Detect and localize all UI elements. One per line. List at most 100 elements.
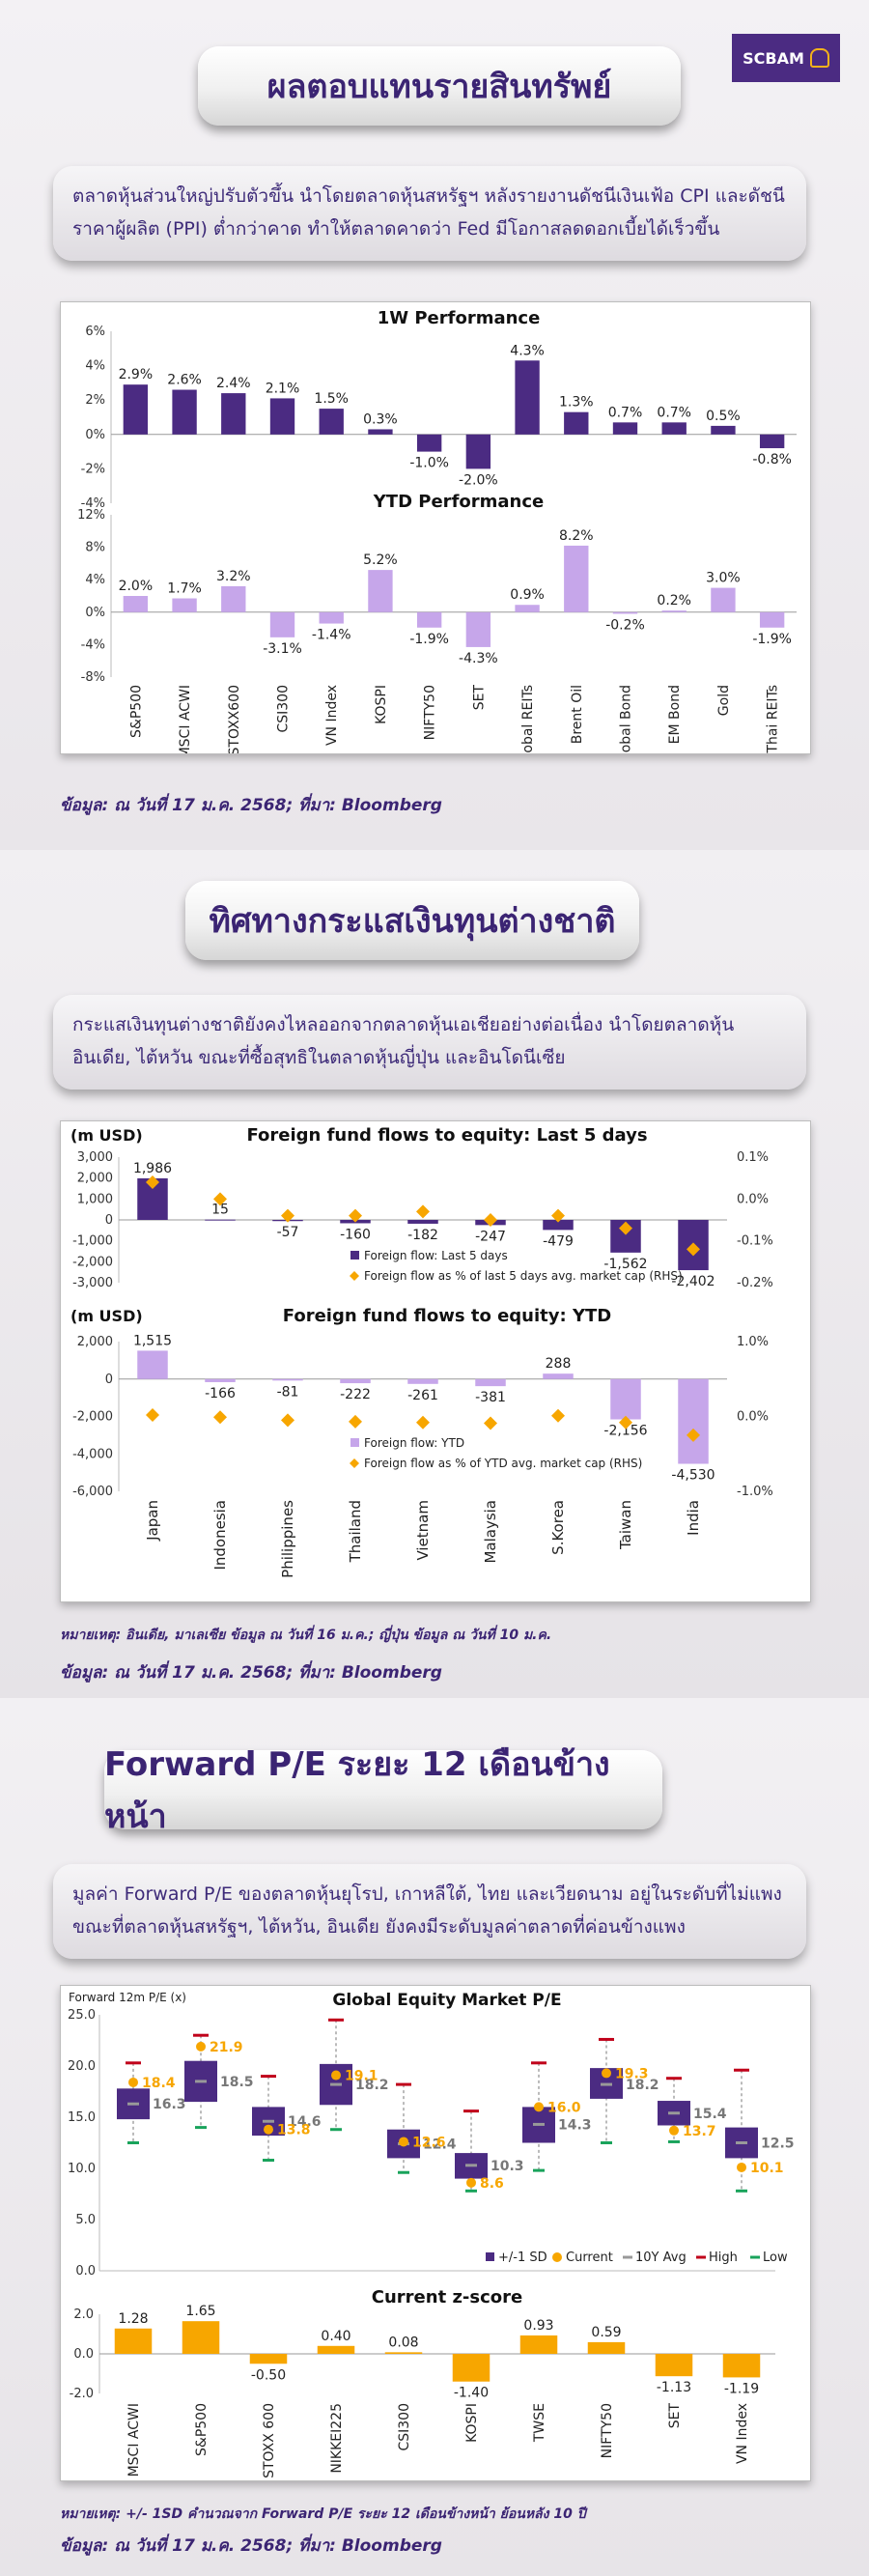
- legend-entry: Foreign flow as % of YTD avg. market cap…: [364, 1457, 642, 1470]
- bar: [416, 611, 442, 628]
- y-tick-label: 1,000: [77, 1192, 113, 1206]
- unit-label: (m USD): [70, 1307, 143, 1325]
- logo-mark-icon: [809, 48, 829, 68]
- pct-marker: [213, 1410, 227, 1425]
- y-tick-label: 2.0: [73, 2307, 94, 2322]
- bar: [182, 2321, 220, 2354]
- bar: [221, 585, 246, 612]
- data-label: 0.59: [591, 2325, 621, 2340]
- data-label: -160: [340, 1227, 371, 1242]
- pct-marker: [281, 1208, 294, 1223]
- legend-entry: High: [709, 2250, 738, 2265]
- current-marker: [264, 2124, 273, 2135]
- data-label: -1.19: [724, 2381, 759, 2396]
- y-tick-label: 25.0: [68, 2008, 96, 2023]
- data-label: -3.1%: [263, 641, 302, 657]
- bar: [515, 360, 540, 435]
- data-label: -2.0%: [459, 472, 498, 488]
- pct-marker: [416, 1415, 430, 1430]
- data-label: 1,515: [133, 1333, 172, 1348]
- current-marker: [737, 2162, 746, 2172]
- scbam-logo: SCBAM: [732, 34, 840, 82]
- section-3-summary: มูลค่า Forward P/E ของตลาดหุ้นยุโรป, เกา…: [53, 1864, 806, 1959]
- section-1-source: ข้อมูล: ณ วันที่ 17 ม.ค. 2568; ที่มา: Bl…: [60, 796, 442, 815]
- current-marker: [669, 2125, 679, 2136]
- category-label: Thai REITs: [766, 685, 781, 753]
- pct-marker: [146, 1175, 159, 1189]
- section-2-note: หมายเหตุ: อินเดีย, มาเลเซีย ข้อมูล ณ วัน…: [60, 1628, 552, 1643]
- category-label: S&P500: [128, 685, 144, 738]
- legend-entry: 10Y Avg: [635, 2250, 687, 2265]
- bar: [269, 611, 295, 637]
- data-label: 5.2%: [363, 552, 398, 568]
- data-label: 1.28: [118, 2311, 148, 2327]
- data-label: -2,402: [671, 1274, 715, 1289]
- pct-marker: [551, 1408, 565, 1423]
- bar: [368, 570, 393, 612]
- bar: [205, 1219, 236, 1221]
- y2-tick-label: 0.1%: [737, 1150, 769, 1165]
- data-label: -1.13: [657, 2380, 691, 2395]
- pct-marker: [416, 1204, 430, 1219]
- chart-title: YTD Performance: [373, 492, 544, 512]
- unit-label: (m USD): [70, 1126, 143, 1145]
- current-marker: [466, 2177, 476, 2188]
- category-label: Japan: [144, 1500, 161, 1542]
- category-label: Malaysia: [482, 1500, 499, 1564]
- category-label: S&P500: [194, 2403, 210, 2456]
- data-label: 8.2%: [559, 528, 594, 544]
- avg-label: 18.2: [626, 2078, 659, 2093]
- pct-marker: [349, 1208, 362, 1223]
- category-label: Global REITs: [520, 685, 536, 753]
- y2-tick-label: -0.1%: [737, 1234, 773, 1249]
- pct-marker: [687, 1428, 700, 1442]
- data-label: 1.7%: [167, 581, 202, 597]
- bar: [465, 434, 491, 469]
- bar: [564, 411, 589, 435]
- y-tick-label: 2%: [85, 393, 105, 408]
- y-tick-label: 0.0: [75, 2264, 96, 2279]
- y-tick-label: 0.0: [73, 2347, 94, 2362]
- current-marker: [128, 2077, 138, 2087]
- data-label: -1.9%: [752, 632, 792, 647]
- y-tick-label: 4%: [85, 359, 105, 374]
- data-label: 2.6%: [167, 373, 202, 388]
- data-label: 0.7%: [657, 405, 691, 420]
- y-tick-label: -4%: [81, 637, 105, 652]
- avg-label: 16.3: [153, 2097, 186, 2112]
- data-label: -81: [277, 1384, 299, 1400]
- category-label: Vietnam: [414, 1500, 432, 1561]
- y-tick-label: -4,000: [72, 1447, 113, 1461]
- y-tick-label: 0: [105, 1373, 113, 1387]
- y-tick-label: 0: [105, 1213, 113, 1228]
- category-label: VN Index: [324, 685, 340, 746]
- avg-label: 18.2: [355, 2078, 389, 2093]
- y-tick-label: -3,000: [72, 1276, 113, 1290]
- legend-entry: Low: [763, 2250, 788, 2265]
- bar: [205, 1378, 236, 1382]
- legend-marker: [350, 1458, 359, 1468]
- bar: [269, 398, 295, 435]
- y-tick-label: 6%: [85, 325, 105, 339]
- category-label: India: [685, 1500, 702, 1536]
- bar: [515, 605, 540, 612]
- section-2-title-text: ทิศทางกระแสเงินทุนต่างชาติ: [209, 902, 616, 941]
- data-label: -381: [475, 1390, 506, 1405]
- chart-title: Foreign fund flows to equity: YTD: [283, 1306, 611, 1326]
- bar: [661, 422, 687, 435]
- legend-swatch: [486, 2252, 494, 2261]
- data-label: -4.3%: [459, 651, 498, 666]
- category-label: NIFTY50: [423, 685, 438, 740]
- data-label: 3.0%: [706, 571, 741, 586]
- category-label: Indonesia: [211, 1500, 229, 1571]
- y-tick-label: -2,000: [72, 1410, 113, 1425]
- data-label: 0.08: [388, 2335, 418, 2350]
- category-label: Brent Oil: [570, 685, 585, 744]
- current-marker: [534, 2102, 544, 2112]
- bar: [137, 1350, 168, 1379]
- bar: [123, 384, 149, 435]
- bar: [678, 1378, 709, 1464]
- pct-marker: [484, 1416, 497, 1430]
- section-2-source: ข้อมูล: ณ วันที่ 17 ม.ค. 2568; ที่มา: Bl…: [60, 1663, 442, 1683]
- category-label: SET: [667, 2403, 683, 2429]
